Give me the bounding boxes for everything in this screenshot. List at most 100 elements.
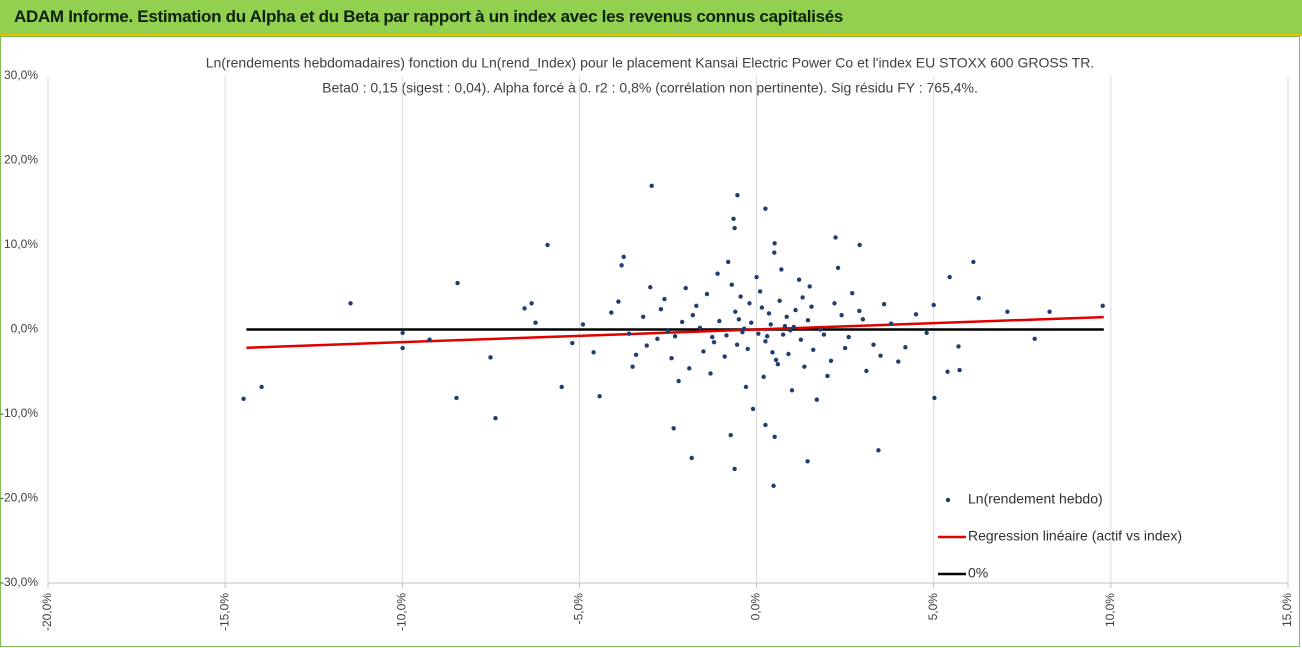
point (493, 416, 498, 421)
point (763, 422, 768, 428)
y-tick-label: 30,0% (4, 68, 38, 82)
point (818, 327, 823, 332)
point (704, 291, 710, 297)
point (772, 250, 777, 255)
point (1032, 336, 1037, 341)
point (1100, 303, 1105, 309)
point (842, 345, 848, 351)
x-tick-label: -15,0% (217, 593, 231, 631)
point (626, 331, 632, 336)
y-tick-label: 10,0% (4, 237, 38, 251)
point (821, 332, 827, 337)
point (777, 298, 782, 303)
point (400, 330, 405, 336)
point (971, 259, 976, 265)
line (246, 315, 1104, 350)
point (644, 343, 649, 348)
point (796, 277, 802, 282)
point (807, 284, 812, 289)
point (931, 302, 936, 308)
point (756, 331, 761, 336)
point (782, 323, 788, 329)
point (732, 466, 737, 472)
point (811, 347, 816, 352)
chart-frame (0, 36, 1300, 647)
x-tick-label: -5,0% (572, 593, 586, 625)
point (735, 192, 740, 198)
point (708, 371, 713, 376)
point (750, 406, 756, 412)
point (924, 330, 929, 336)
point (710, 334, 715, 340)
point (857, 308, 862, 314)
point (802, 364, 807, 369)
point (734, 342, 740, 347)
point (786, 351, 791, 357)
point (846, 334, 851, 340)
point (662, 296, 667, 302)
point (772, 434, 777, 440)
point (648, 285, 653, 290)
point (580, 322, 586, 327)
point (747, 301, 752, 306)
point (763, 206, 768, 211)
point (773, 357, 779, 363)
point (241, 396, 246, 401)
point (741, 326, 747, 331)
point (976, 296, 981, 301)
point (348, 301, 353, 306)
x-tick-label: 10,0% (1103, 593, 1117, 627)
point (676, 378, 681, 384)
point (864, 368, 869, 374)
point (805, 459, 810, 464)
point (736, 317, 742, 322)
point (784, 314, 789, 320)
point (903, 345, 908, 350)
point (658, 307, 664, 312)
y-tick-label: 0,0% (11, 322, 39, 336)
legend-label: Regression linéaire (actif vs index) (968, 528, 1182, 544)
point (896, 359, 901, 364)
point (665, 328, 671, 334)
point (828, 358, 834, 363)
point (529, 301, 534, 306)
point (559, 384, 564, 390)
point (738, 294, 743, 299)
point (913, 312, 919, 317)
point (956, 344, 961, 349)
point (679, 319, 685, 325)
point (771, 483, 776, 489)
point (722, 354, 727, 359)
point (791, 324, 796, 330)
point (889, 321, 894, 326)
x-tick-label: 15,0% (1280, 593, 1294, 627)
point (839, 312, 844, 318)
point (687, 366, 692, 371)
point (850, 290, 855, 296)
point (717, 318, 722, 324)
point (724, 333, 729, 338)
point (779, 267, 784, 272)
point (1005, 309, 1010, 314)
point (690, 312, 695, 318)
point (793, 307, 798, 313)
point (805, 318, 811, 323)
point (749, 320, 754, 325)
point (633, 352, 639, 358)
point (641, 314, 646, 320)
chart-subtitle: Beta0 : 0,15 (sigest : 0,04). Alpha forc… (322, 80, 978, 96)
point (630, 364, 635, 369)
point (871, 342, 876, 347)
legend-marker (945, 497, 951, 503)
point (932, 395, 937, 401)
y-tick-label: -30,0% (0, 575, 38, 589)
chart: Ln(rendements hebdomadaires) fonction du… (0, 36, 1300, 647)
x-tick-label: -20,0% (40, 593, 54, 631)
point (454, 395, 459, 401)
point (689, 455, 694, 461)
point (789, 388, 795, 393)
point (683, 285, 688, 291)
point (655, 336, 660, 341)
point (761, 374, 766, 380)
